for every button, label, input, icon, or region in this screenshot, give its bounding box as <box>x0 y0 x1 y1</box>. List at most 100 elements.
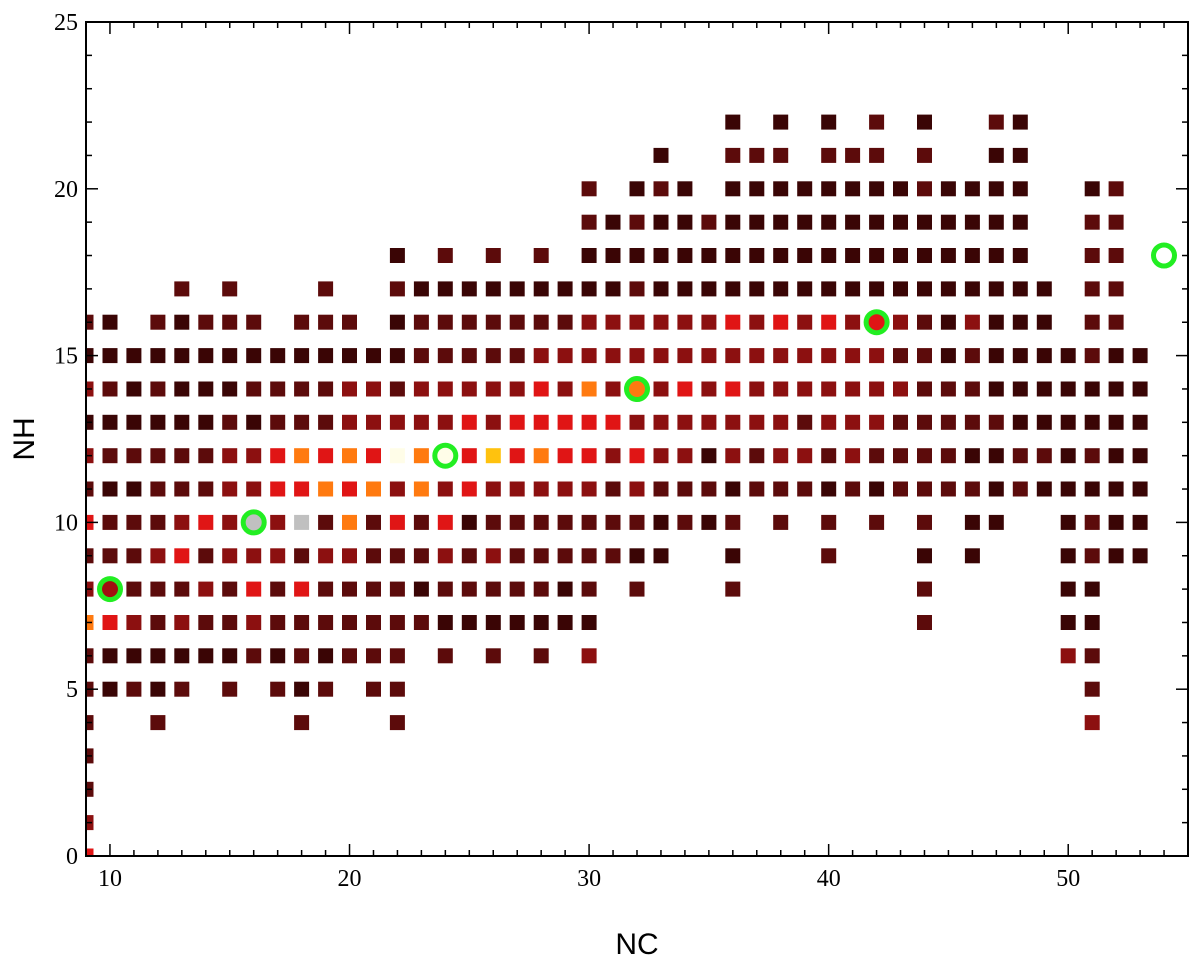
heatmap-cell <box>174 514 190 530</box>
heatmap-cell <box>126 548 142 564</box>
heatmap-cell <box>917 214 932 230</box>
heatmap-cell <box>821 481 837 497</box>
heatmap-cell <box>437 581 453 597</box>
heatmap-cell <box>1084 281 1100 297</box>
heatmap-cell <box>366 615 381 630</box>
heatmap-cell <box>749 448 765 464</box>
heatmap-cell <box>557 348 573 364</box>
heatmap-cell <box>940 448 956 464</box>
heatmap-cell <box>773 514 789 530</box>
heatmap-cell <box>1108 548 1124 564</box>
heatmap-cell <box>174 648 190 664</box>
heatmap-cell <box>1108 414 1124 430</box>
heatmap-cell <box>174 448 190 464</box>
heatmap-cell <box>964 281 980 297</box>
heatmap-cell <box>940 281 956 297</box>
heatmap-cell <box>653 348 669 364</box>
heatmap-cell <box>964 214 980 230</box>
heatmap-cell <box>845 281 861 297</box>
heatmap-cell <box>126 581 142 597</box>
heatmap-cell <box>1012 381 1028 397</box>
heatmap-cell <box>437 615 453 630</box>
heatmap-cell <box>509 381 525 397</box>
heatmap-cell <box>318 581 334 597</box>
heatmap-cell <box>294 681 310 697</box>
heatmap-cell <box>222 381 238 397</box>
heatmap-cell <box>102 681 118 697</box>
heatmap-cell <box>964 448 980 464</box>
heatmap-cell <box>270 414 286 430</box>
heatmap-cell <box>413 414 429 430</box>
heatmap-cell <box>605 348 621 364</box>
heatmap-cell <box>988 281 1004 297</box>
heatmap-cell <box>389 715 405 731</box>
heatmap-cell <box>869 181 885 197</box>
heatmap-cell <box>557 381 573 397</box>
heatmap-cell <box>821 114 837 130</box>
heatmap-cell <box>701 414 717 430</box>
heatmap-cell <box>725 248 741 263</box>
heatmap-cell <box>318 281 334 297</box>
heatmap-cell <box>294 648 310 664</box>
heatmap-cell <box>102 314 118 330</box>
heatmap-cell <box>318 414 334 430</box>
heatmap-cell <box>653 214 669 230</box>
heatmap-cell <box>342 514 357 530</box>
heatmap-cell <box>198 314 214 330</box>
heatmap-cell <box>797 448 813 464</box>
heatmap-cell <box>509 548 525 564</box>
heatmap-cell <box>174 281 190 297</box>
heatmap-cell <box>533 314 549 330</box>
heatmap-cell <box>533 514 549 530</box>
heatmap-cell <box>821 147 837 163</box>
heatmap-cell <box>461 481 477 497</box>
heatmap-cell <box>797 248 813 263</box>
heatmap-cell <box>893 214 908 230</box>
heatmap-cell <box>509 281 525 297</box>
heatmap-cell <box>773 381 789 397</box>
heatmap-cell <box>198 548 214 564</box>
heatmap-cell <box>1060 348 1076 364</box>
heatmap-cell <box>845 414 861 430</box>
heatmap-cell <box>869 381 885 397</box>
heatmap-cell <box>437 648 453 664</box>
x-tick-label: 40 <box>817 866 841 892</box>
heatmap-cell <box>677 481 693 497</box>
heatmap-cell <box>1036 481 1052 497</box>
heatmap-cell <box>342 314 357 330</box>
heatmap-cell <box>294 481 310 497</box>
heatmap-cell <box>1036 381 1052 397</box>
heatmap-cell <box>102 348 118 364</box>
heatmap-cell <box>461 281 477 297</box>
heatmap-cell <box>198 581 214 597</box>
y-tick-label: 5 <box>66 677 78 703</box>
heatmap-cell <box>485 481 501 497</box>
heatmap-cell <box>509 481 525 497</box>
heatmap-cell <box>845 214 861 230</box>
heatmap-cell <box>773 414 789 430</box>
heatmap-cell <box>366 348 381 364</box>
heatmap-cell <box>940 381 956 397</box>
heatmap-cell <box>653 181 669 197</box>
heatmap-cell <box>917 548 932 564</box>
heatmap-cell <box>318 648 334 664</box>
heatmap-cell <box>270 648 286 664</box>
heatmap-cell <box>1108 448 1124 464</box>
heatmap-cell <box>366 681 381 697</box>
heatmap-cell <box>581 481 597 497</box>
heatmap-cell <box>893 314 908 330</box>
heatmap-cell <box>821 248 837 263</box>
heatmap-cell <box>797 314 813 330</box>
heatmap-cell <box>581 348 597 364</box>
heatmap-cell <box>773 481 789 497</box>
highlighted-points <box>97 242 1177 603</box>
heatmap-cell <box>318 548 334 564</box>
highlighted-point <box>97 576 123 603</box>
heatmap-cell <box>1060 481 1076 497</box>
heatmap-cell <box>988 114 1004 130</box>
heatmap-cell <box>389 281 405 297</box>
heatmap-cell <box>1108 514 1124 530</box>
heatmap-cell <box>629 414 645 430</box>
heatmap-cell <box>1060 648 1076 664</box>
heatmap-cell <box>366 514 381 530</box>
